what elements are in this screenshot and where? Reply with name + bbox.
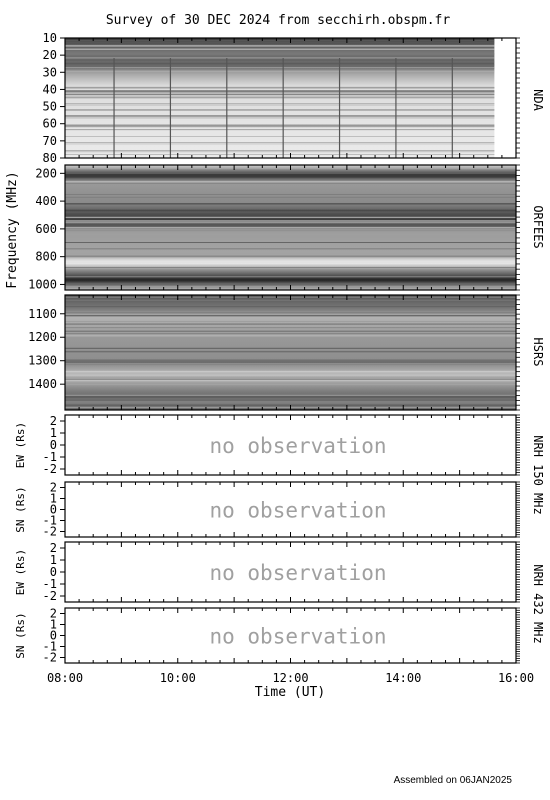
hsrs-y-tick-label: 1100 <box>28 307 57 321</box>
nrh150-instrument-label: NRH 150 MHz <box>531 435 545 514</box>
nrh150_sn-y-tick-label: 2 <box>50 481 57 495</box>
nda-y-tick-label: 20 <box>43 48 57 62</box>
nrh150_ew-ylabel: EW (Rs) <box>14 422 27 468</box>
assembled-footer: Assembled on 06JAN2025 <box>393 775 512 786</box>
nrh150_ew-y-tick-label: -1 <box>43 450 57 464</box>
nrh150_ew-no-observation: no observation <box>209 434 386 458</box>
time-tick-label: 10:00 <box>160 671 196 685</box>
time-axis-label: Time (UT) <box>255 685 325 700</box>
nda-y-tick-label: 30 <box>43 65 57 79</box>
hsrs-y-tick-label: 1400 <box>28 377 57 391</box>
time-tick-label: 16:00 <box>498 671 534 685</box>
panel-nrh432_ew: 210-1-2 EW (Rs) no observation <box>14 541 520 603</box>
orfees-y-tick-label: 1000 <box>28 277 57 291</box>
panel-nrh150_sn: 210-1-2 SN (Rs) no observation <box>14 481 520 539</box>
nrh432_ew-ylabel: EW (Rs) <box>14 549 27 595</box>
nrh150_sn-y-tick-label: -2 <box>43 525 57 539</box>
hsrs-instrument-label: HSRS <box>531 338 545 367</box>
nrh432_sn-y-tick-label: -1 <box>43 640 57 654</box>
nrh432_sn-y-tick-label: 0 <box>50 629 57 643</box>
nrh150_ew-y-tick-label: 2 <box>50 414 57 428</box>
nrh432_sn-no-observation: no observation <box>209 625 386 649</box>
orfees-y-tick-label: 600 <box>35 222 57 236</box>
time-tick-label: 08:00 <box>47 671 83 685</box>
nrh432_ew-y-tick-label: 0 <box>50 565 57 579</box>
nrh150_ew-y-tick-label: 1 <box>50 426 57 440</box>
nda-y-tick-label: 50 <box>43 100 57 114</box>
nda-y-tick-label: 60 <box>43 117 57 131</box>
nrh150_ew-y-tick-label: -2 <box>43 462 57 476</box>
nrh432_sn-y-tick-label: 2 <box>50 607 57 621</box>
nda-instrument-label: NDA <box>531 89 545 111</box>
orfees-y-tick-label: 800 <box>35 250 57 264</box>
nrh432-instrument-label: NRH 432 MHz <box>531 564 545 643</box>
nrh150_sn-ylabel: SN (Rs) <box>14 486 27 532</box>
time-tick-label: 12:00 <box>272 671 308 685</box>
panel-nrh432_sn: 210-1-2 SN (Rs) no observation <box>14 607 520 665</box>
panel-orfees: 200 400 600 800 1000 <box>28 164 520 291</box>
nrh150_sn-y-tick-label: -1 <box>43 514 57 528</box>
hsrs-y-tick-label: 1200 <box>28 330 57 344</box>
nrh150_ew-y-tick-label: 0 <box>50 438 57 452</box>
nrh432_ew-no-observation: no observation <box>209 561 386 585</box>
nrh432_sn-y-tick-label: -2 <box>43 651 57 665</box>
nrh432_ew-y-tick-label: 2 <box>50 541 57 555</box>
nda-y-tick-label: 40 <box>43 82 57 96</box>
nrh432_ew-y-tick-label: 1 <box>50 553 57 567</box>
time-tick-label: 14:00 <box>385 671 421 685</box>
panel-nrh150_ew: 210-1-2 EW (Rs) no observation <box>14 414 520 476</box>
nda-y-tick-label: 70 <box>43 134 57 148</box>
panel-hsrs: 1100 1200 1300 1400 <box>28 294 520 411</box>
nrh150_sn-y-tick-label: 1 <box>50 492 57 506</box>
hsrs-y-tick-label: 1300 <box>28 354 57 368</box>
nrh432_sn-y-tick-label: 1 <box>50 618 57 632</box>
orfees-y-tick-label: 400 <box>35 194 57 208</box>
nrh432_ew-y-tick-label: -1 <box>43 577 57 591</box>
panels: 1020304050607080200400600800100011001200… <box>14 31 545 665</box>
frequency-axis-label: Frequency (MHz) <box>5 171 20 288</box>
orfees-y-tick-label: 200 <box>35 166 57 180</box>
panel-nda: 10 20 30 40 50 60 70 80 <box>43 31 520 165</box>
nrh150_sn-no-observation: no observation <box>209 499 386 523</box>
time-axis: 08:00 10:00 12:00 14:00 16:00 <box>47 671 534 685</box>
orfees-instrument-label: ORFEES <box>531 205 545 248</box>
figure-title: Survey of 30 DEC 2024 from secchirh.obsp… <box>106 13 451 28</box>
nda-y-tick-label: 10 <box>43 31 57 45</box>
nrh432_sn-ylabel: SN (Rs) <box>14 612 27 658</box>
nrh150_sn-y-tick-label: 0 <box>50 503 57 517</box>
nda-y-tick-label: 80 <box>43 151 57 165</box>
nrh432_ew-y-tick-label: -2 <box>43 589 57 603</box>
